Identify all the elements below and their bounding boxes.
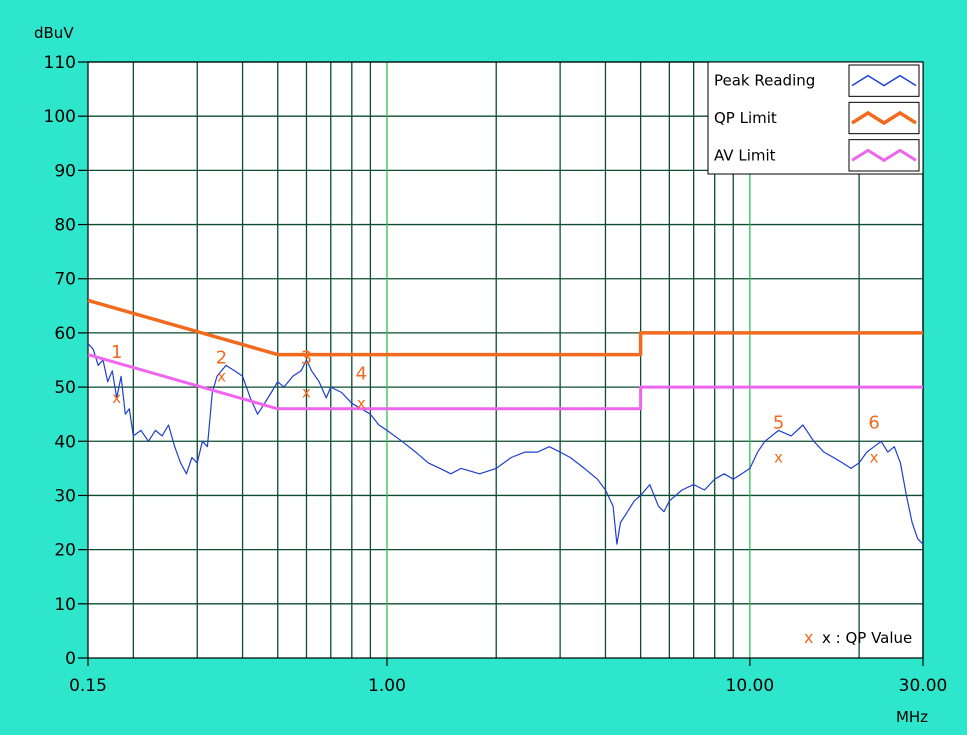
qp-value-point: x [112, 389, 121, 407]
axes: 0 10 20 30 40 50 60 70 80 90 100 110 0.15 1.00 10.00 30… [44, 53, 948, 696]
legend-label-peak: Peak Reading [714, 72, 815, 90]
y-tick-label: 90 [54, 161, 76, 181]
legend-label-av: AV Limit [714, 146, 776, 164]
x-tick-label: 30.00 [899, 676, 948, 696]
legend-swatch-peak [851, 74, 917, 87]
y-tick-label: 40 [54, 432, 76, 452]
qp-value-point: x [357, 394, 366, 412]
x-axis-label: MHz [896, 708, 928, 726]
y-tick-label: 10 [54, 595, 76, 615]
qp-marker-label: 6 [868, 412, 879, 433]
y-tick-label: 20 [54, 541, 76, 561]
qp-value-note-text: x : QP Value [822, 629, 912, 647]
series-line-qp [87, 298, 923, 357]
x-tick-label: 0.15 [69, 676, 107, 696]
legend-swatch-qp [851, 110, 917, 126]
y-tick-label: 100 [44, 107, 76, 127]
series-line-peak [87, 343, 924, 545]
legend-swatch-av [851, 148, 917, 163]
qp-marker-label: 1 [111, 342, 122, 363]
qp-value-point: x [217, 367, 226, 385]
qp-marker-label: 5 [773, 412, 784, 433]
x-tick-label: 1.00 [368, 676, 406, 696]
series-line-av [87, 353, 923, 411]
series-layer [87, 298, 924, 545]
y-tick-label: 50 [54, 378, 76, 398]
grid-lines [88, 61, 924, 658]
qp-value-point: x [302, 384, 311, 402]
y-axis-label: dBuV [34, 24, 74, 42]
qp-marker-label: 3 [301, 347, 312, 368]
qp-marker-label: 4 [356, 364, 367, 385]
qp-value-note: x x : QP Value [804, 628, 912, 647]
legend-label-qp: QP Limit [714, 109, 777, 127]
qp-value-point: x [870, 449, 879, 467]
qp-marker-label: 2 [216, 347, 227, 368]
qp-value-note-marker: x [804, 628, 813, 647]
y-tick-label: 110 [44, 53, 76, 73]
y-tick-label: 0 [65, 649, 76, 669]
y-tick-label: 60 [54, 324, 76, 344]
x-tick-label: 10.00 [726, 676, 775, 696]
plot-frame [87, 61, 924, 659]
qp-value-point: x [774, 449, 783, 467]
y-tick-label: 80 [54, 216, 76, 236]
y-tick-label: 30 [54, 486, 76, 506]
legend: Peak Reading QP Limit AV Limit [707, 61, 924, 175]
y-tick-label: 70 [54, 270, 76, 290]
